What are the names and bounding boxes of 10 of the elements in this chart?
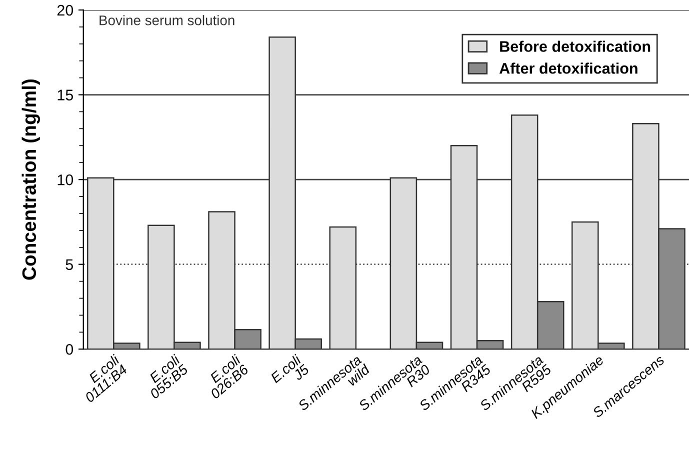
y-tick-label: 10 [58, 174, 74, 186]
y-tick-label: 0 [66, 344, 74, 355]
annotation: Bovine serum solution [100, 15, 234, 26]
y-axis-title: Concentration (ng/ml) [22, 80, 40, 280]
y-tick-label: 15 [58, 90, 74, 100]
y-tick-label: 20 [57, 4, 74, 16]
legend-label: Before detoxification [500, 40, 650, 52]
y-tick-label: 5 [66, 259, 74, 270]
bar [329, 226, 357, 350]
legend-label: After detoxification [499, 62, 638, 74]
